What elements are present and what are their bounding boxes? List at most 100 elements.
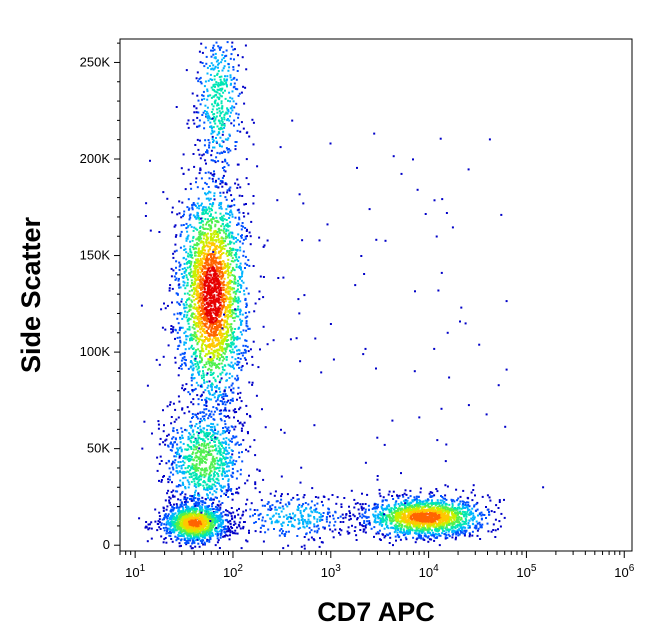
data-point	[199, 513, 202, 516]
data-point	[203, 330, 206, 333]
data-point	[227, 298, 230, 301]
data-point	[203, 339, 206, 341]
data-point	[235, 487, 238, 490]
data-point	[236, 308, 239, 311]
data-point	[219, 194, 222, 197]
data-point	[192, 444, 195, 447]
data-point	[239, 468, 242, 471]
data-point	[207, 303, 210, 306]
data-point	[184, 524, 187, 527]
data-point	[187, 519, 190, 522]
data-point	[441, 496, 444, 498]
data-point	[202, 223, 205, 226]
data-point	[205, 374, 208, 376]
data-point	[173, 520, 176, 523]
data-point	[246, 235, 248, 238]
data-point	[195, 293, 198, 296]
data-point	[199, 281, 202, 283]
data-point	[210, 368, 213, 371]
data-point	[223, 225, 226, 228]
data-point	[238, 275, 241, 278]
data-point	[189, 526, 192, 529]
data-point	[190, 522, 193, 525]
data-point	[230, 251, 233, 254]
data-point	[174, 441, 176, 444]
data-point	[227, 224, 230, 227]
data-point	[162, 355, 165, 358]
data-point	[216, 327, 219, 330]
data-point	[203, 246, 206, 249]
data-point	[203, 512, 206, 515]
data-point	[190, 346, 193, 349]
data-point	[190, 279, 193, 282]
data-point	[228, 538, 231, 541]
data-point	[235, 289, 238, 292]
data-point	[182, 173, 185, 175]
data-point	[222, 237, 225, 240]
data-point	[215, 269, 217, 272]
data-point	[216, 482, 219, 484]
data-point	[217, 463, 220, 466]
data-point	[212, 518, 215, 521]
data-point	[175, 539, 178, 542]
data-point	[167, 522, 169, 525]
data-point	[178, 542, 181, 545]
data-point	[217, 526, 220, 529]
data-point	[205, 279, 208, 282]
data-point	[234, 216, 237, 219]
data-point	[164, 499, 167, 502]
data-point	[244, 339, 247, 342]
data-point	[188, 424, 191, 427]
data-point	[167, 344, 170, 347]
data-point	[204, 261, 207, 264]
data-point	[200, 500, 203, 503]
data-point	[233, 204, 236, 207]
data-point	[241, 313, 244, 316]
data-point	[220, 521, 223, 524]
data-point	[186, 449, 189, 451]
data-point	[171, 437, 174, 440]
data-point	[238, 349, 241, 352]
data-point	[180, 312, 183, 314]
data-point	[197, 306, 200, 309]
data-point	[195, 294, 198, 297]
data-point	[217, 396, 219, 399]
data-point	[208, 343, 211, 346]
data-point	[245, 303, 248, 305]
data-point	[190, 513, 193, 516]
data-point	[161, 518, 164, 521]
data-point	[200, 202, 203, 205]
data-point	[228, 311, 231, 314]
data-point	[262, 245, 265, 248]
data-point	[181, 317, 184, 320]
data-point	[215, 366, 217, 369]
data-point	[216, 365, 219, 368]
data-point	[228, 250, 231, 252]
data-point	[178, 456, 181, 459]
data-point	[231, 235, 234, 238]
data-point	[201, 226, 204, 229]
data-point	[230, 507, 233, 509]
data-point	[169, 403, 171, 406]
data-point	[199, 279, 202, 282]
data-point	[218, 295, 221, 298]
data-point	[202, 309, 205, 311]
data-point	[194, 352, 197, 355]
data-point	[215, 400, 218, 403]
data-point	[173, 513, 176, 516]
data-point	[226, 465, 229, 468]
data-point	[196, 362, 199, 365]
data-point	[255, 394, 258, 397]
data-point	[461, 510, 464, 513]
data-point	[192, 466, 195, 469]
data-point	[209, 491, 211, 494]
data-point	[179, 264, 182, 267]
data-point	[242, 212, 245, 214]
data-point	[203, 308, 206, 311]
data-point	[226, 236, 229, 239]
data-point	[211, 239, 214, 242]
data-point	[222, 427, 224, 429]
data-point	[201, 366, 204, 369]
data-point	[236, 374, 239, 377]
data-point	[184, 487, 187, 490]
